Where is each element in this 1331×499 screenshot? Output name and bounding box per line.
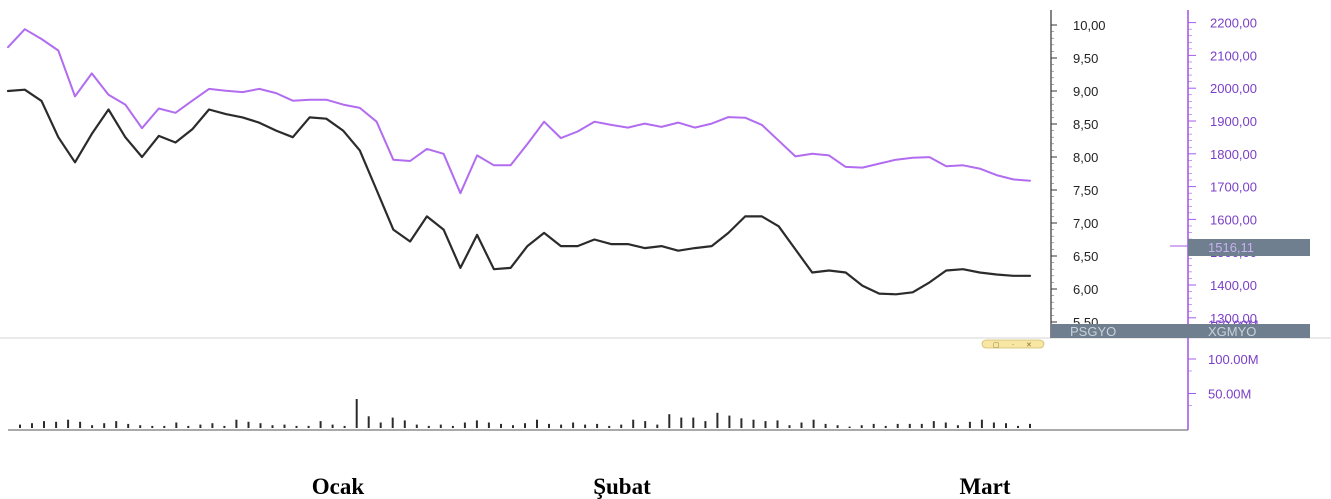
series-layer (6, 28, 1032, 296)
left-tick-label: 6,00 (1073, 282, 1098, 297)
volume-tick-label: 100.00M (1208, 352, 1259, 367)
month-labels: Ocak Şubat Mart (312, 474, 1011, 499)
badge-layer: 1516,11 PSGYO XGMYO ▢ · ✕ (981, 239, 1310, 349)
pane-toolbar[interactable] (981, 339, 1045, 349)
current-value-label: 1516,11 (1208, 240, 1254, 255)
series-line-xgmyo (7, 28, 1031, 195)
left-tick-label: 9,50 (1073, 51, 1098, 66)
right-tick-label: 2100,00 (1210, 48, 1257, 63)
left-tick-label: 7,00 (1073, 216, 1098, 231)
right-tick-label: 1600,00 (1210, 212, 1257, 227)
left-tick-label: 7,50 (1073, 183, 1098, 198)
left-tick-label: 8,50 (1073, 117, 1098, 132)
current-value-badge (1188, 239, 1310, 256)
right-tick-label: 1700,00 (1210, 180, 1257, 195)
axes-layer: 10,009,509,008,508,007,507,006,506,005,5… (0, 10, 1331, 431)
month-label: Şubat (593, 474, 651, 499)
series-line-psgyo (6, 88, 1032, 296)
left-tick-label: 10,00 (1073, 18, 1106, 33)
right-tick-label: 1800,00 (1210, 147, 1257, 162)
pane-dot-icon: · (1012, 341, 1014, 349)
legend-xgmyo: XGMYO (1208, 324, 1256, 339)
right-tick-label: 1900,00 (1210, 114, 1257, 129)
month-label: Mart (959, 474, 1010, 499)
left-tick-label: 9,00 (1073, 84, 1098, 99)
left-tick-label: 6,50 (1073, 249, 1098, 264)
month-label: Ocak (312, 474, 365, 499)
right-tick-label: 1300,00 (1210, 311, 1257, 326)
pane-maximize-icon[interactable]: ▢ (993, 341, 1000, 349)
right-tick-label: 1400,00 (1210, 278, 1257, 293)
right-tick-label: 2000,00 (1210, 81, 1257, 96)
volume-layer (19, 399, 1031, 428)
left-tick-label: 8,00 (1073, 150, 1098, 165)
pane-close-icon[interactable]: ✕ (1026, 341, 1032, 349)
right-tick-label: 2200,00 (1210, 16, 1257, 31)
volume-tick-label: 50.00M (1208, 387, 1251, 402)
legend-psgyo: PSGYO (1070, 324, 1116, 339)
legend-bar (1051, 324, 1310, 338)
